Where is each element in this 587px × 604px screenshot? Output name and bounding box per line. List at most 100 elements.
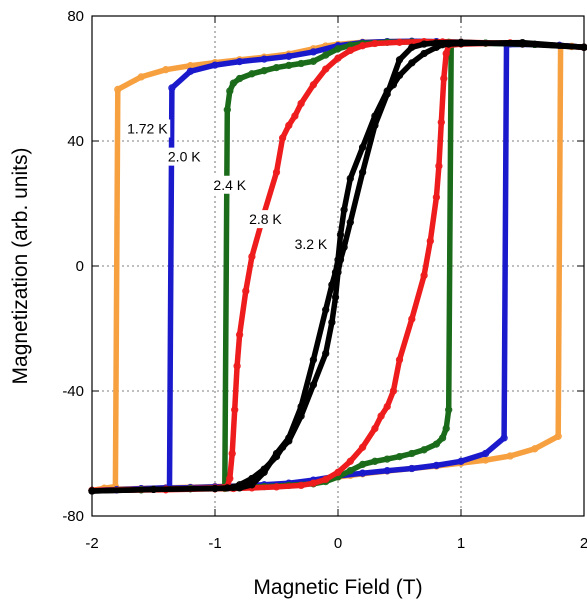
data-point: [371, 457, 379, 465]
data-point: [322, 51, 330, 59]
data-point: [395, 56, 404, 64]
data-point: [432, 461, 441, 470]
data-point: [162, 66, 170, 74]
data-point: [358, 460, 367, 469]
data-point: [309, 81, 318, 89]
data-point: [309, 479, 318, 487]
data-point: [554, 432, 562, 440]
data-point: [435, 162, 443, 170]
data-point: [248, 252, 256, 261]
data-point: [322, 475, 330, 484]
curve-label-background: [247, 210, 285, 229]
curve-label-text: 1.72 K: [127, 121, 168, 137]
data-point: [346, 46, 354, 55]
data-point: [260, 67, 268, 75]
data-point: [285, 61, 293, 70]
data-point: [389, 387, 398, 395]
data-point: [322, 65, 330, 73]
data-point: [408, 59, 416, 67]
data-point: [331, 268, 340, 276]
data-point: [432, 193, 441, 201]
y-axis-title: Magnetization (arb. units): [9, 148, 32, 385]
x-tick-label: 1: [457, 535, 465, 552]
data-point: [278, 134, 287, 142]
data-point: [285, 121, 293, 130]
data-point: [346, 218, 354, 226]
curve-label-background: [292, 235, 330, 254]
data-point: [334, 468, 342, 476]
x-tick-label: 0: [334, 535, 342, 552]
data-point: [420, 446, 428, 454]
curve-label-background: [211, 175, 249, 194]
x-tick-label: -2: [85, 535, 98, 552]
data-point: [481, 449, 490, 458]
data-point: [395, 452, 404, 461]
data-point: [235, 74, 244, 83]
data-point: [260, 468, 268, 476]
data-point: [358, 42, 367, 50]
data-point: [437, 118, 445, 126]
data-point: [297, 402, 305, 411]
data-point: [445, 40, 453, 48]
data-point: [334, 54, 342, 62]
curve-label: 2.0 K: [165, 147, 204, 166]
data-point: [383, 87, 391, 95]
data-point: [432, 43, 441, 51]
data-point: [358, 143, 367, 151]
axes-layer: [91, 15, 585, 517]
data-point: [358, 443, 367, 451]
data-point: [531, 445, 539, 453]
data-point: [340, 206, 348, 214]
y-tick-label: 80: [67, 8, 84, 25]
curve-label: 1.72 K: [125, 119, 171, 138]
data-point: [248, 481, 256, 489]
curve-label: 2.4 K: [211, 175, 249, 194]
curve-label-background: [165, 147, 204, 166]
data-point: [309, 57, 318, 65]
data-point: [457, 457, 465, 465]
data-point: [432, 440, 441, 448]
data-point: [442, 49, 450, 58]
curve-labels: 1.72 K2.0 K 2.4 K 2.8 K 3.2 K: [125, 119, 330, 254]
data-point: [309, 48, 318, 56]
data-point: [272, 168, 281, 176]
data-point: [186, 67, 195, 75]
y-tick-label: 40: [67, 133, 84, 150]
data-point: [358, 168, 367, 176]
data-point: [114, 85, 122, 94]
data-point: [377, 412, 385, 420]
data-point: [235, 57, 244, 66]
data-point: [445, 406, 453, 414]
series-line-descending: [89, 38, 587, 494]
data-point: [223, 106, 231, 114]
data-point: [334, 256, 342, 264]
data-point: [285, 434, 293, 442]
data-point: [346, 174, 354, 183]
data-point: [328, 318, 336, 326]
data-point: [346, 457, 354, 465]
data-point: [272, 449, 281, 458]
data-point: [408, 315, 416, 323]
data-point: [336, 231, 345, 239]
series-3-2-K: [88, 38, 587, 495]
x-axis-title: Magnetic Field (T): [253, 576, 422, 599]
data-point: [383, 467, 391, 475]
data-point: [297, 99, 305, 108]
data-point: [346, 467, 354, 475]
data-point: [408, 449, 416, 458]
data-point: [233, 362, 241, 370]
data-point: [457, 39, 465, 48]
data-point: [395, 38, 404, 46]
data-point: [211, 61, 219, 69]
data-point: [228, 449, 236, 458]
data-point: [408, 43, 416, 51]
data-point: [408, 464, 416, 473]
y-tick-label: 0: [76, 258, 84, 275]
data-point: [260, 55, 268, 63]
data-point: [420, 271, 428, 280]
data-point: [211, 484, 219, 493]
curve-label-text: 2.0 K: [168, 149, 201, 165]
y-tick-label: -40: [62, 383, 84, 400]
data-point: [309, 356, 318, 364]
